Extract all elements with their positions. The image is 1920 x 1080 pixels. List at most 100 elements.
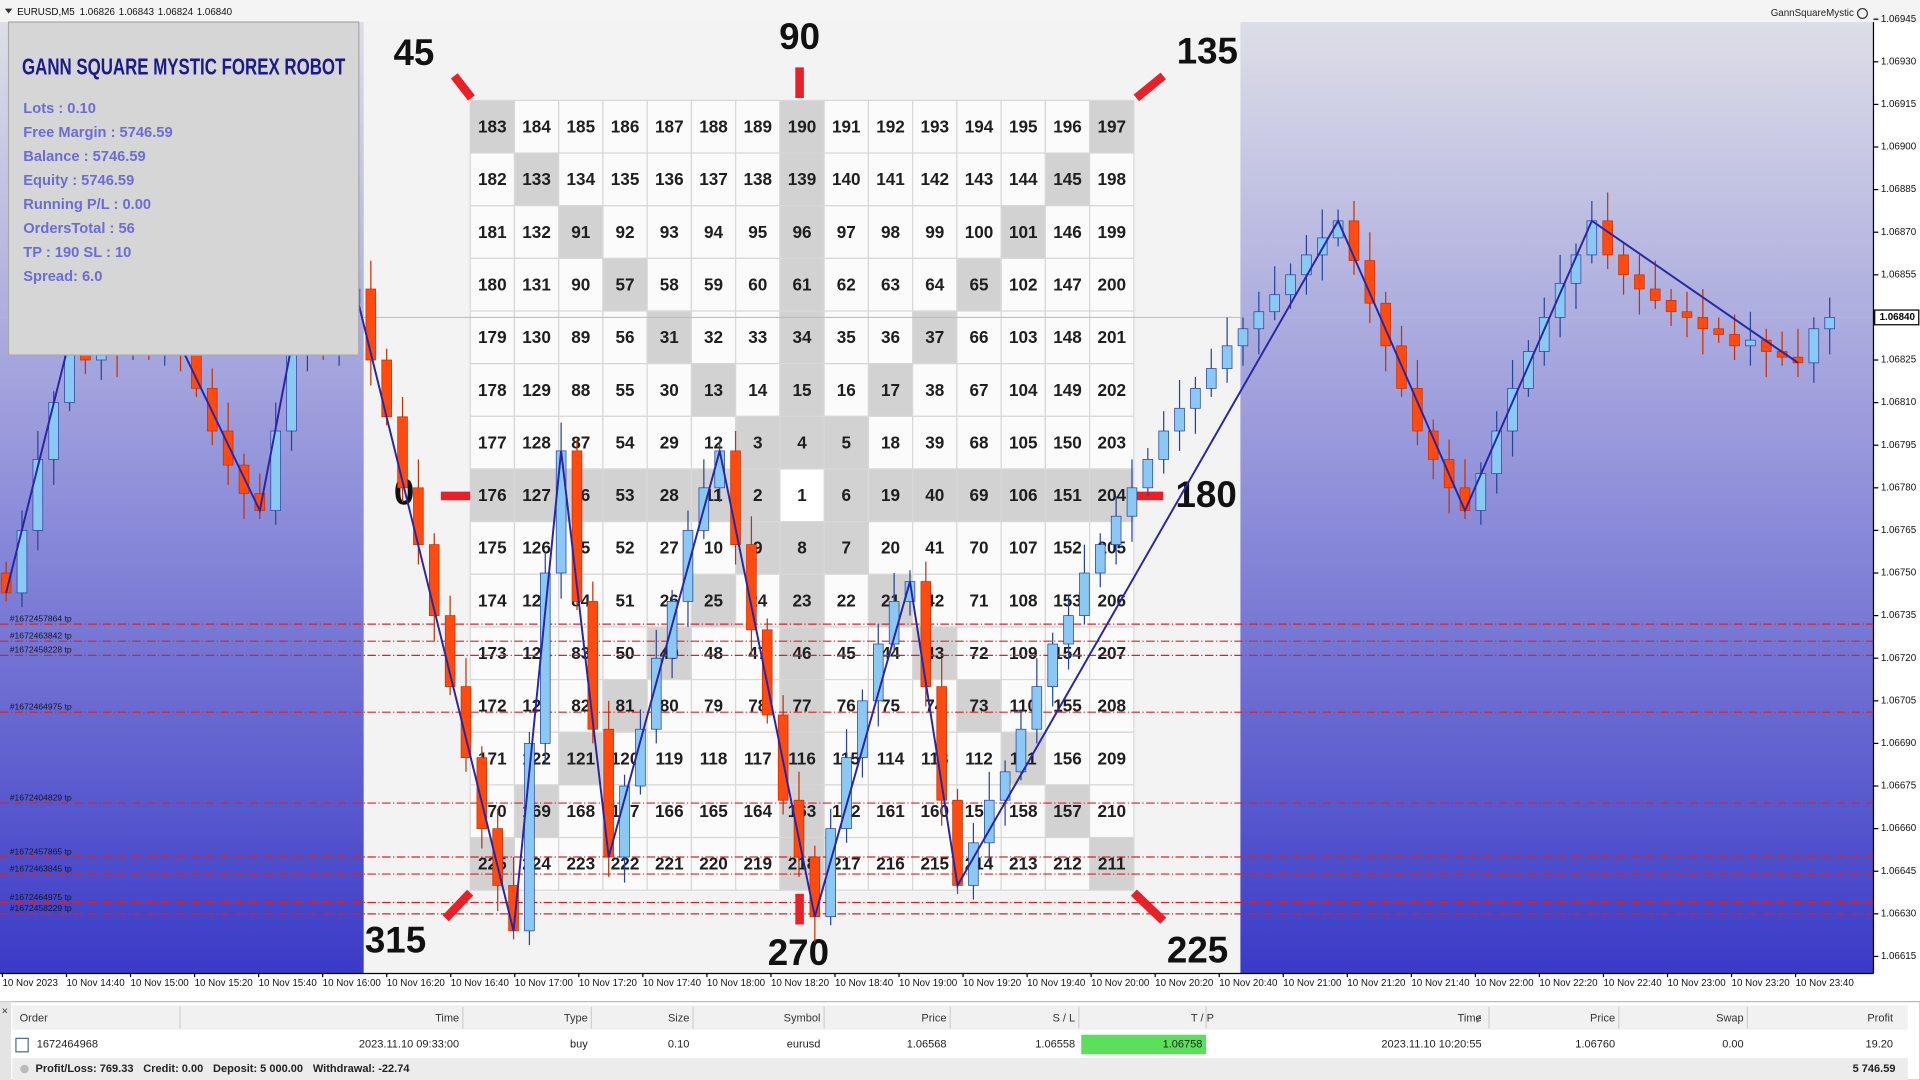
- column-header: S / L: [1052, 1013, 1075, 1025]
- candle-body: [968, 842, 979, 886]
- candle-body: [1269, 294, 1280, 313]
- candle-body: [1824, 317, 1835, 330]
- angle-label: 90: [779, 16, 820, 57]
- gann-number: 50: [616, 643, 635, 663]
- gann-number: 66: [969, 327, 988, 347]
- gann-number: 137: [699, 169, 728, 189]
- gann-number: 59: [704, 274, 723, 294]
- candle-body: [1015, 728, 1027, 773]
- candle-body: [587, 601, 599, 730]
- gann-number: 36: [881, 327, 900, 347]
- gann-cell: [912, 99, 958, 154]
- gann-number: 69: [969, 485, 988, 505]
- gann-number: 145: [1053, 169, 1082, 189]
- column-header: Type: [564, 1013, 588, 1025]
- order-line-label: #1672463842 tp: [10, 631, 72, 641]
- candle-body: [619, 785, 630, 858]
- gann-cell: [469, 363, 516, 417]
- candle-body: [1745, 339, 1756, 347]
- gann-number: 27: [660, 538, 679, 558]
- candle-body: [746, 544, 757, 631]
- candle-body: [397, 416, 408, 489]
- gann-number: 183: [478, 116, 507, 136]
- panel-line: TP : 190 SL : 10: [23, 245, 131, 261]
- gann-number: 82: [571, 696, 590, 716]
- gann-cell: [912, 521, 958, 575]
- candle-body: [1602, 220, 1613, 256]
- chart-header-bar: [0, 0, 1920, 23]
- gann-number: 193: [920, 116, 949, 136]
- gann-cell: [735, 363, 781, 417]
- angle-label: 180: [1175, 474, 1236, 515]
- gann-number: 203: [1097, 432, 1126, 452]
- gann-number: 90: [571, 274, 590, 294]
- gann-cell: [513, 626, 560, 681]
- candle-body: [1174, 407, 1185, 432]
- order-line-label: #1672458228 tp: [10, 645, 72, 655]
- gann-cell: [823, 152, 870, 207]
- gann-number: 65: [969, 274, 989, 294]
- gann-number: 182: [478, 169, 507, 189]
- gann-cell: [867, 205, 914, 259]
- candle-body: [841, 757, 852, 829]
- order-line-label: #1672457864 tp: [10, 614, 72, 624]
- gann-number: 173: [478, 643, 507, 663]
- gann-number: 7: [842, 538, 852, 558]
- gann-number: 5: [842, 432, 852, 452]
- gann-number: 97: [837, 222, 856, 242]
- column-header: Order: [20, 1013, 48, 1025]
- candle-body: [1681, 311, 1693, 318]
- gann-number: 39: [925, 432, 944, 452]
- gann-number: 207: [1097, 643, 1126, 663]
- gann-number: 80: [660, 696, 679, 716]
- gann-cell: [690, 678, 737, 733]
- candle-body: [1713, 328, 1724, 335]
- gann-number: 212: [1053, 854, 1082, 874]
- angle-label: 225: [1167, 929, 1228, 970]
- candle-body: [48, 402, 59, 460]
- quote-open: 1.06826: [80, 7, 116, 18]
- gann-number: 128: [522, 432, 551, 452]
- gann-cell: [779, 152, 825, 207]
- gann-cell: [912, 310, 958, 365]
- gann-cell: [1044, 731, 1091, 786]
- panel-line: Free Margin : 5746.59: [23, 125, 172, 141]
- table-cell: 1.06568: [907, 1038, 947, 1050]
- candle-body: [1126, 487, 1138, 517]
- gann-number: 149: [1053, 380, 1082, 400]
- gann-cell: [867, 836, 914, 891]
- candle-body: [1618, 254, 1629, 276]
- close-button[interactable]: ×: [2, 1005, 8, 1017]
- gann-number: 116: [788, 748, 816, 768]
- gann-cell: [823, 257, 870, 312]
- x-tick-label: 10 Nov 16:20: [387, 978, 446, 989]
- gann-cell: [558, 205, 604, 259]
- column-header: Price: [1590, 1013, 1615, 1025]
- table-cell: 1.06558: [1035, 1038, 1075, 1050]
- candle-body: [603, 728, 614, 858]
- gann-number: 202: [1097, 380, 1126, 400]
- x-tick-label: 10 Nov 21:20: [1347, 978, 1406, 989]
- gann-cell: [735, 205, 781, 259]
- gann-cell: [1089, 310, 1135, 365]
- gann-cell: [867, 468, 914, 523]
- gann-number: 20: [881, 538, 900, 558]
- footer-item: Deposit: 5 000.00: [213, 1063, 303, 1075]
- gann-number: 30: [660, 380, 679, 400]
- gann-number: 23: [793, 590, 812, 610]
- gann-cell: [646, 152, 693, 207]
- candle-body: [761, 629, 773, 716]
- gann-cell: [646, 836, 693, 891]
- sort-indicator: [1476, 1014, 1481, 1023]
- candle-body: [1428, 430, 1439, 460]
- gann-number: 190: [788, 116, 817, 136]
- gann-cell: [1000, 310, 1046, 365]
- gann-number: 156: [1053, 748, 1082, 768]
- candle-body: [793, 799, 805, 858]
- gann-cell: [602, 415, 648, 470]
- angle-label: 270: [768, 932, 829, 973]
- y-tick-label: 1.06870: [1881, 227, 1917, 238]
- gann-cell: [1089, 678, 1135, 733]
- candle-body: [1285, 274, 1296, 296]
